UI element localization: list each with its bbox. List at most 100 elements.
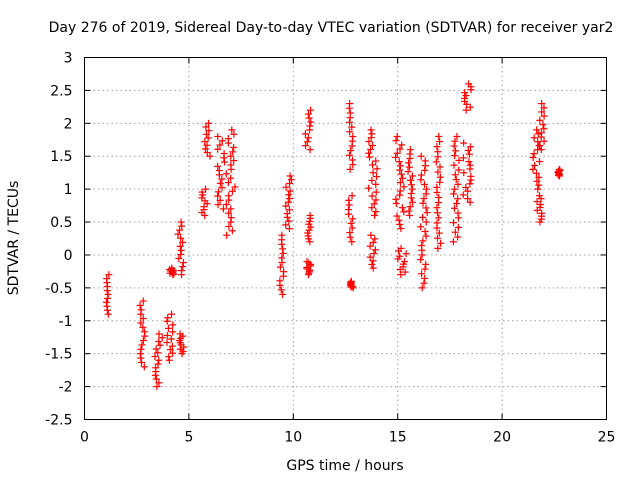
data-point	[304, 110, 312, 118]
data-point	[167, 335, 175, 343]
data-point	[168, 342, 176, 350]
data-point	[400, 208, 408, 216]
data-point	[436, 178, 444, 186]
data-point	[155, 379, 163, 387]
y-tick-label: 2	[64, 116, 73, 132]
x-tick-label: 0	[80, 430, 89, 446]
data-point	[372, 196, 380, 204]
data-point	[540, 112, 548, 120]
data-point	[176, 330, 184, 338]
data-point	[396, 220, 404, 228]
data-point	[222, 200, 230, 208]
data-point	[138, 341, 146, 349]
data-point	[279, 290, 287, 298]
data-point	[434, 244, 442, 252]
data-point	[371, 235, 379, 243]
data-point	[395, 216, 403, 224]
data-point	[139, 297, 147, 305]
data-point	[420, 279, 428, 287]
data-point	[393, 212, 401, 220]
data-point	[347, 219, 355, 227]
data-point	[454, 180, 462, 188]
data-point	[461, 89, 469, 97]
data-point	[347, 147, 355, 155]
data-point	[346, 100, 354, 108]
data-point	[168, 310, 176, 318]
data-point	[534, 185, 542, 193]
data-point	[179, 263, 187, 271]
data-point	[282, 183, 290, 191]
y-tick-label: 0.5	[50, 215, 72, 231]
data-point	[229, 148, 237, 156]
data-point	[346, 151, 354, 159]
y-tick-label: -1.5	[45, 347, 72, 363]
x-tick-label: 15	[389, 430, 407, 446]
data-point	[169, 321, 177, 329]
x-axis-label: GPS time / hours	[286, 458, 403, 474]
x-tick-label: 25	[598, 430, 616, 446]
data-point	[177, 246, 185, 254]
data-point	[392, 137, 400, 145]
data-point	[418, 270, 426, 278]
y-tick-label: -0.5	[45, 281, 72, 297]
data-point	[453, 199, 461, 207]
y-tick-label: 0	[64, 248, 73, 264]
data-point	[202, 123, 210, 131]
data-point	[306, 211, 314, 219]
data-point	[276, 263, 284, 271]
data-point	[227, 205, 235, 213]
data-point	[417, 223, 425, 231]
data-point	[283, 210, 291, 218]
data-point	[367, 145, 375, 153]
data-point	[105, 271, 113, 279]
data-point	[279, 245, 287, 253]
data-point	[202, 185, 210, 193]
data-point	[464, 146, 472, 154]
data-point	[305, 114, 313, 122]
data-point	[372, 157, 380, 165]
data-point	[169, 349, 177, 357]
data-point	[533, 198, 541, 206]
data-point	[396, 252, 404, 260]
data-point	[158, 334, 166, 342]
data-point	[531, 161, 539, 169]
y-tick-label: 2.5	[50, 83, 72, 99]
data-point	[530, 134, 538, 142]
data-point	[451, 137, 459, 145]
data-point	[179, 259, 187, 267]
data-point	[535, 157, 543, 165]
data-point	[214, 188, 222, 196]
data-point	[453, 132, 461, 140]
data-point	[538, 108, 546, 116]
data-point	[227, 152, 235, 160]
data-point	[538, 129, 546, 137]
data-point	[366, 153, 374, 161]
data-point	[372, 208, 380, 216]
data-point	[405, 207, 413, 215]
data-point	[225, 209, 233, 217]
data-point	[218, 175, 226, 183]
data-point	[372, 188, 380, 196]
data-point	[407, 176, 415, 184]
data-point	[459, 191, 467, 199]
data-point	[220, 150, 228, 158]
data-point	[103, 275, 111, 283]
data-point	[215, 167, 223, 175]
data-point	[286, 172, 294, 180]
data-point	[421, 274, 429, 282]
data-point	[371, 246, 379, 254]
data-point	[466, 103, 474, 111]
data-point	[348, 123, 356, 131]
data-point	[530, 150, 538, 158]
data-point	[460, 169, 468, 177]
data-point	[371, 211, 379, 219]
data-point	[306, 122, 314, 130]
data-point	[137, 345, 145, 353]
data-point	[365, 138, 373, 146]
data-point	[399, 174, 407, 182]
data-point	[538, 209, 546, 217]
data-point	[222, 170, 230, 178]
data-point	[397, 170, 405, 178]
data-point	[348, 192, 356, 200]
